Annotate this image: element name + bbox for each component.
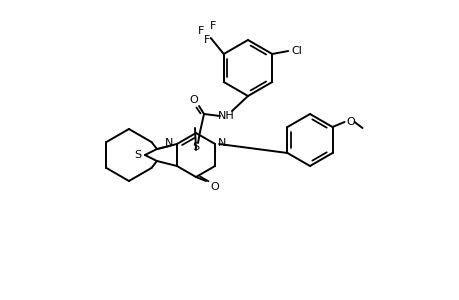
Text: NH: NH <box>217 111 234 121</box>
Text: F: F <box>197 26 203 36</box>
Text: Cl: Cl <box>291 46 302 56</box>
Text: O: O <box>345 117 354 127</box>
Text: N: N <box>218 138 226 148</box>
Text: N: N <box>164 138 173 148</box>
Text: O: O <box>210 182 219 192</box>
Text: F: F <box>209 21 215 31</box>
Text: O: O <box>189 95 198 105</box>
Text: S: S <box>192 142 199 152</box>
Text: S: S <box>134 150 141 160</box>
Text: F: F <box>203 35 209 45</box>
